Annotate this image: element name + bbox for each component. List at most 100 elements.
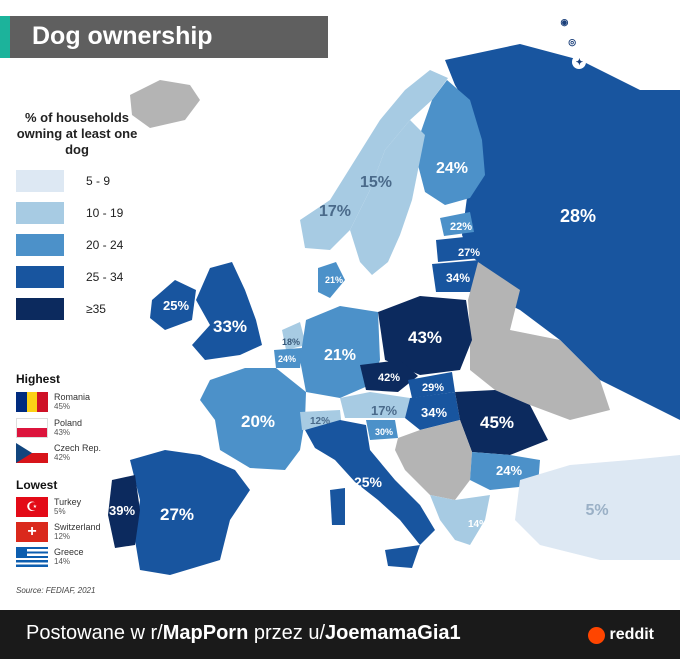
- legend-item: 5 - 9: [16, 170, 110, 192]
- highest-item: Czech Rep. 42%: [16, 443, 101, 463]
- map-label-norway: 17%: [319, 203, 351, 220]
- poland-flag-icon: [16, 418, 48, 438]
- reddit-label: reddit: [609, 626, 654, 643]
- country-estonia: [440, 212, 474, 236]
- legend-item: 20 - 24: [16, 234, 123, 256]
- reddit-brand[interactable]: reddit: [587, 626, 654, 644]
- page-title: Dog ownership: [32, 22, 213, 50]
- map-label-slovenia: 30%: [375, 427, 393, 437]
- country-finland: [418, 80, 485, 205]
- map-label-sweden: 15%: [360, 174, 392, 191]
- highest-item: Poland 43%: [16, 418, 82, 438]
- website-label: Landgeist.com: [577, 14, 662, 29]
- legend-swatch: [16, 202, 64, 224]
- flag-value: 43%: [54, 428, 71, 437]
- country-belarus: [468, 262, 520, 330]
- romania-flag-icon: [16, 392, 48, 412]
- flag-value: 45%: [54, 402, 71, 411]
- footer-prefix: Postowane w r/: [26, 622, 163, 644]
- map-label-slovakia: 29%: [422, 382, 444, 394]
- country-netherlands: [282, 322, 306, 350]
- map-label-spain: 27%: [160, 505, 194, 524]
- social-twitter: ✦ @Landgeist: [572, 54, 662, 69]
- map-label-united-kingdom: 33%: [213, 317, 247, 336]
- country-romania: [455, 390, 548, 455]
- highest-heading: Highest: [16, 372, 61, 386]
- subreddit-link[interactable]: MapPorn: [162, 622, 249, 644]
- lowest-item: ☪ Turkey 5%: [16, 497, 81, 517]
- flag-value: 5%: [54, 507, 66, 516]
- country-russia: [445, 44, 680, 420]
- europe-map: 28% 24% 15% 17% 22% 27% 34% 21% 25% 33% …: [108, 44, 680, 575]
- map-label-belgium: 24%: [278, 354, 296, 364]
- map-label-france: 20%: [241, 412, 275, 431]
- map-label-romania: 45%: [480, 413, 514, 432]
- country-portugal: [108, 475, 140, 548]
- map-label-portugal: 39%: [109, 503, 135, 518]
- legend-swatch: [16, 170, 64, 192]
- twitter-label: @Landgeist: [592, 54, 662, 69]
- legend-swatch: [16, 266, 64, 288]
- country-slovakia: [408, 372, 455, 398]
- flag-country: Greece: [54, 547, 84, 557]
- turkey-flag-icon: ☪: [16, 497, 48, 517]
- country-united-kingdom: [192, 262, 262, 360]
- map-label-germany: 21%: [324, 347, 356, 364]
- legend-swatch: [16, 234, 64, 256]
- social-instagram: ◎ @Land_geist: [565, 34, 662, 49]
- legend-item: 10 - 19: [16, 202, 123, 224]
- map-label-bulgaria: 24%: [496, 463, 522, 478]
- country-italy: [305, 420, 435, 545]
- legend-swatch: [16, 298, 64, 320]
- legend-label: 20 - 24: [86, 238, 124, 252]
- legend-item: 25 - 34: [16, 266, 123, 288]
- country-ukraine: [470, 330, 610, 420]
- legend-item: ≥35: [16, 298, 106, 320]
- title-bar: Dog ownership: [0, 16, 328, 58]
- flag-value: 42%: [54, 453, 71, 462]
- flag-country: Turkey: [54, 497, 82, 507]
- country-turkey: [515, 455, 680, 560]
- country-greece: [430, 495, 490, 545]
- highest-item: Romania 45%: [16, 392, 90, 412]
- map-label-estonia: 22%: [450, 221, 472, 233]
- map-label-hungary: 34%: [421, 405, 447, 420]
- footer-bar: Postowane w r/MapPorn przez u/JoemamaGia…: [0, 610, 680, 659]
- map-label-italy: 25%: [354, 474, 383, 490]
- instagram-label: @Land_geist: [585, 34, 662, 49]
- country-austria: [340, 392, 410, 418]
- flag-value: 14%: [54, 557, 71, 566]
- map-label-czech: 42%: [378, 372, 400, 384]
- country-hungary: [405, 392, 460, 430]
- footer-text: Postowane w r/MapPorn przez u/JoemamaGia…: [26, 622, 461, 645]
- flag-country: Romania: [54, 392, 91, 402]
- globe-icon: ◉: [557, 14, 572, 29]
- country-sweden: [350, 120, 425, 275]
- footer-middle: przez u/: [248, 622, 325, 644]
- map-label-finland: 24%: [436, 160, 468, 177]
- country-france: [200, 368, 306, 470]
- instagram-icon: ◎: [565, 34, 580, 49]
- country-lithuania: [432, 260, 480, 292]
- map-label-russia: 28%: [560, 206, 596, 226]
- map-label-poland: 43%: [408, 328, 442, 347]
- country-germany: [300, 306, 380, 398]
- country-czech-republic: [360, 360, 418, 392]
- map-label-lithuania: 34%: [446, 271, 470, 285]
- lowest-heading: Lowest: [16, 478, 58, 492]
- lowest-item: Greece 14%: [16, 547, 84, 567]
- legend-label: 5 - 9: [86, 174, 111, 188]
- greece-flag-icon: [16, 547, 48, 567]
- country-ireland: [150, 280, 196, 330]
- flag-country: Poland: [54, 418, 83, 428]
- flag-value: 12%: [54, 532, 71, 541]
- user-link[interactable]: JoemamaGia1: [325, 622, 461, 644]
- source-note: Source: FEDIAF, 2021: [16, 586, 96, 595]
- country-denmark: [318, 262, 345, 298]
- country-poland: [378, 296, 472, 375]
- flag-country: Switzerland: [54, 522, 101, 532]
- twitter-icon: ✦: [572, 54, 587, 69]
- country-slovenia: [366, 420, 398, 440]
- country-latvia: [436, 236, 482, 262]
- switzerland-flag-icon: +: [16, 522, 48, 542]
